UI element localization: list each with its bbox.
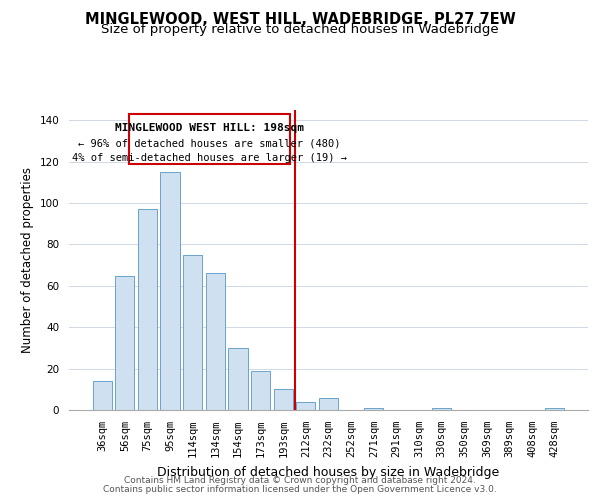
Text: ← 96% of detached houses are smaller (480): ← 96% of detached houses are smaller (48… (79, 138, 341, 148)
Bar (364, 408, 383, 410)
Bar (206, 274, 225, 410)
Bar (274, 390, 293, 410)
Text: Contains HM Land Registry data © Crown copyright and database right 2024.: Contains HM Land Registry data © Crown c… (124, 476, 476, 485)
Bar (229, 348, 248, 410)
Bar (251, 370, 270, 410)
Bar (319, 398, 338, 410)
Bar (115, 276, 134, 410)
Bar (130, 114, 290, 164)
Bar (183, 255, 202, 410)
Y-axis label: Number of detached properties: Number of detached properties (21, 167, 34, 353)
Text: Contains public sector information licensed under the Open Government Licence v3: Contains public sector information licen… (103, 485, 497, 494)
X-axis label: Distribution of detached houses by size in Wadebridge: Distribution of detached houses by size … (157, 466, 500, 478)
Bar (296, 402, 316, 410)
Text: Size of property relative to detached houses in Wadebridge: Size of property relative to detached ho… (101, 22, 499, 36)
Text: 4% of semi-detached houses are larger (19) →: 4% of semi-detached houses are larger (1… (72, 152, 347, 162)
Text: MINGLEWOOD, WEST HILL, WADEBRIDGE, PL27 7EW: MINGLEWOOD, WEST HILL, WADEBRIDGE, PL27 … (85, 12, 515, 28)
Bar (138, 210, 157, 410)
Bar (92, 381, 112, 410)
Bar (432, 408, 451, 410)
Text: MINGLEWOOD WEST HILL: 198sqm: MINGLEWOOD WEST HILL: 198sqm (115, 122, 304, 132)
Bar (545, 408, 565, 410)
Bar (160, 172, 180, 410)
